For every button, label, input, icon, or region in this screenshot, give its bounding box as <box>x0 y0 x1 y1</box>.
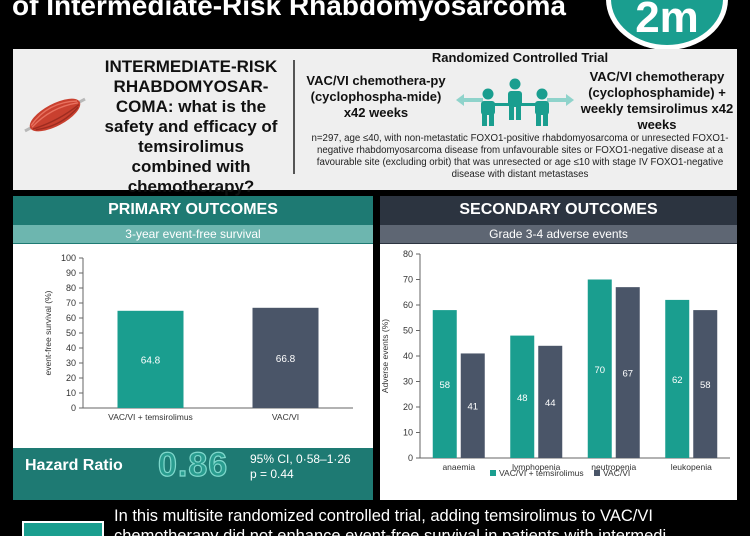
efs-y-tick-label: 100 <box>61 253 76 263</box>
trial-design-label: Randomized Controlled Trial <box>431 50 609 65</box>
secondary-chart-title: Grade 3-4 adverse events <box>380 225 737 243</box>
people-group-icon <box>456 78 574 126</box>
ae-legend-label: VAC/VI <box>603 468 630 478</box>
ae-bar-value-label: 48 <box>517 393 528 404</box>
primary-chart-area: 0 10 20 30 40 50 60 70 80 90 100 event-free surviva… <box>13 244 373 448</box>
ae-x-tick-label: anaemia <box>442 462 475 472</box>
efs-y-tick-label: 60 <box>66 313 76 323</box>
ae-x-tick-label: lymphopenia <box>512 462 560 472</box>
efs-y-tick-label: 80 <box>66 283 76 293</box>
efs-y-tick-label: 20 <box>66 373 76 383</box>
conclusion-icon <box>22 521 104 536</box>
secondary-chart-area: 0 10 20 30 40 50 60 70 80 Adverse events (%) 58 41 a… <box>380 244 737 500</box>
efs-y-tick-label: 0 <box>71 403 76 413</box>
confidence-interval: 95% CI, 0·58–1·26 <box>250 452 351 466</box>
ae-bar-value-label: 41 <box>467 402 478 413</box>
efs-bar-value-label: 64.8 <box>141 355 161 366</box>
event-free-survival-chart: 0 10 20 30 40 50 60 70 80 90 100 event-free surviva… <box>43 253 353 422</box>
ae-bar-value-label: 67 <box>622 369 633 380</box>
ae-x-tick-label: neutropenia <box>591 462 636 472</box>
intervention-arm-label: VAC/VI chemotherapy (cyclophosphamide) +… <box>580 69 734 132</box>
ae-bar-value-label: 70 <box>594 365 605 376</box>
hazard-ratio-value: 0.86 <box>157 445 229 484</box>
logo-text: 2m <box>635 0 699 42</box>
ae-legend-swatch <box>490 470 496 476</box>
ae-y-tick-label: 70 <box>403 275 413 285</box>
p-value: p = 0.44 <box>250 467 294 481</box>
efs-bar <box>117 310 184 408</box>
primary-chart-title: 3-year event-free survival <box>13 225 373 243</box>
conclusion-line-1: In this multisite randomized controlled … <box>114 507 653 525</box>
ae-legend-label: VAC/VI + temsirolimus <box>499 468 584 478</box>
secondary-outcomes-title: SECONDARY OUTCOMES <box>459 201 658 218</box>
ae-bar <box>587 279 612 458</box>
ae-y-tick-label: 80 <box>403 249 413 259</box>
efs-x-tick-label: VAC/VI + temsirolimus <box>108 412 193 422</box>
ae-bar <box>510 335 535 458</box>
efs-y-axis-label: event-free survival (%) <box>43 290 53 375</box>
secondary-outcomes-panel: SECONDARY OUTCOMES Grade 3-4 adverse eve… <box>380 196 737 500</box>
ae-bar-value-label: 58 <box>700 380 711 391</box>
ae-y-tick-label: 0 <box>408 453 413 463</box>
eligibility-criteria: n=297, age ≤40, with non-metastatic FOXO… <box>311 133 729 180</box>
ae-bar <box>432 310 457 458</box>
ae-bar-value-label: 58 <box>439 380 450 391</box>
primary-outcomes-panel: PRIMARY OUTCOMES 3-year event-free survi… <box>13 196 373 500</box>
ae-y-tick-label: 30 <box>403 377 413 387</box>
efs-bar-value-label: 66.8 <box>276 354 296 365</box>
ae-bar <box>693 310 718 458</box>
efs-x-tick-label: VAC/VI <box>272 412 299 422</box>
ae-y-tick-label: 10 <box>403 428 413 438</box>
efs-y-tick-label: 50 <box>66 328 76 338</box>
ae-y-tick-label: 40 <box>403 351 413 361</box>
divider <box>293 60 295 174</box>
efs-y-tick-label: 70 <box>66 298 76 308</box>
adverse-events-chart: 0 10 20 30 40 50 60 70 80 Adverse events (%) 58 41 a… <box>380 249 730 478</box>
efs-y-tick-label: 90 <box>66 268 76 278</box>
ae-bar-value-label: 44 <box>545 398 556 409</box>
conclusion-text: In this multisite randomized controlled … <box>114 506 744 536</box>
ae-bar <box>538 345 563 458</box>
ae-y-tick-label: 60 <box>403 300 413 310</box>
hazard-ratio-label: Hazard Ratio <box>25 457 123 474</box>
efs-y-tick-label: 10 <box>66 388 76 398</box>
efs-bar <box>252 307 319 408</box>
ae-bar <box>460 353 485 458</box>
efs-y-tick-label: 40 <box>66 343 76 353</box>
efs-y-tick-label: 30 <box>66 358 76 368</box>
page-title: of Intermediate-Risk Rhabdomyosarcoma <box>12 0 566 21</box>
ae-bar <box>615 287 640 458</box>
primary-outcomes-title: PRIMARY OUTCOMES <box>108 201 278 218</box>
study-info-panel <box>13 49 737 190</box>
ae-y-axis-label: Adverse events (%) <box>380 319 390 393</box>
control-arm-label: VAC/VI chemothera-py (cyclophospha-mide)… <box>306 73 446 120</box>
research-question: INTERMEDIATE-RISK RHABDOMYOSAR-COMA: wha… <box>104 57 278 196</box>
conclusion-line-2: chemotherapy did not enhance event-free … <box>114 527 667 536</box>
ae-y-tick-label: 20 <box>403 402 413 412</box>
muscle-icon <box>24 97 86 133</box>
ae-y-tick-label: 50 <box>403 326 413 336</box>
ae-x-tick-label: leukopenia <box>671 462 712 472</box>
ae-bar <box>665 299 690 458</box>
ae-bar-value-label: 62 <box>672 375 683 386</box>
ae-legend-swatch <box>594 470 600 476</box>
